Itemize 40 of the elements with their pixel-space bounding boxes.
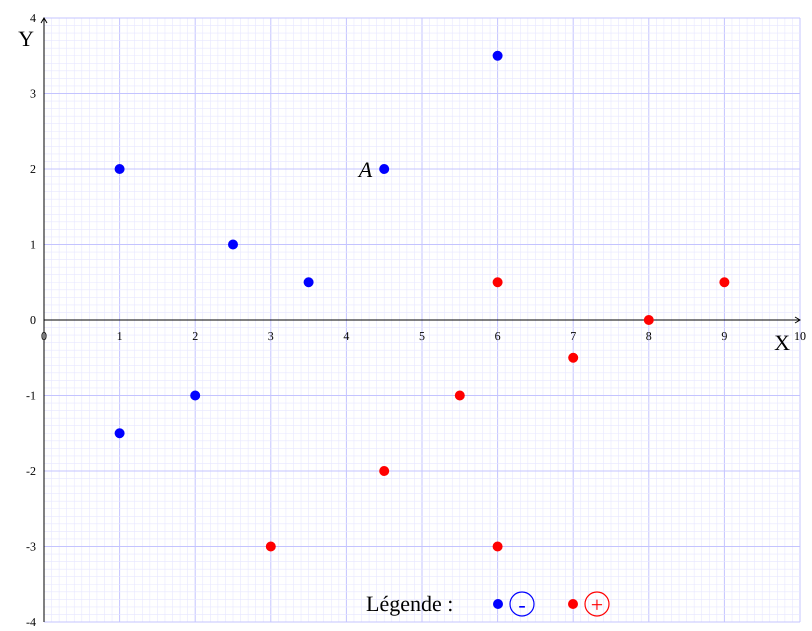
point bbox=[114, 428, 125, 438]
y-tick-label: 4 bbox=[30, 11, 36, 25]
x-tick-label: 3 bbox=[268, 329, 274, 343]
point bbox=[644, 315, 654, 325]
point bbox=[454, 390, 465, 400]
legend-label: - bbox=[518, 592, 526, 617]
x-tick-label: 8 bbox=[646, 329, 652, 343]
y-tick-label: -3 bbox=[26, 540, 36, 554]
x-tick-label: 10 bbox=[794, 329, 806, 343]
point bbox=[114, 164, 125, 174]
point bbox=[190, 390, 200, 400]
y-tick-label: -2 bbox=[26, 464, 36, 478]
point bbox=[228, 240, 238, 250]
y-tick-label: 1 bbox=[30, 238, 36, 252]
x-tick-label: 5 bbox=[419, 329, 425, 343]
y-tick-label: -4 bbox=[26, 615, 36, 629]
y-axis-title: Y bbox=[18, 26, 34, 51]
legend-label: + bbox=[590, 592, 604, 617]
x-tick-label: 9 bbox=[721, 329, 728, 343]
point bbox=[719, 277, 730, 288]
x-tick-label: 6 bbox=[494, 329, 501, 343]
y-tick-label: 3 bbox=[30, 86, 36, 100]
legend-title: Légende : bbox=[366, 591, 454, 616]
x-tick-label: 4 bbox=[343, 329, 350, 343]
x-axis-title: X bbox=[774, 330, 790, 355]
y-tick-label: -1 bbox=[26, 388, 36, 402]
point bbox=[492, 277, 503, 288]
x-tick-label: 7 bbox=[570, 329, 576, 343]
y-tick-label: 2 bbox=[30, 162, 36, 176]
annotation: A bbox=[356, 157, 373, 182]
point bbox=[492, 542, 503, 552]
point bbox=[379, 466, 390, 476]
point bbox=[568, 352, 578, 363]
x-tick-label: 1 bbox=[116, 329, 123, 343]
point bbox=[379, 164, 390, 174]
point bbox=[304, 277, 314, 288]
point bbox=[266, 542, 276, 552]
y-tick-label: 0 bbox=[30, 313, 36, 327]
x-tick-label: 2 bbox=[192, 329, 198, 343]
point bbox=[492, 50, 503, 61]
